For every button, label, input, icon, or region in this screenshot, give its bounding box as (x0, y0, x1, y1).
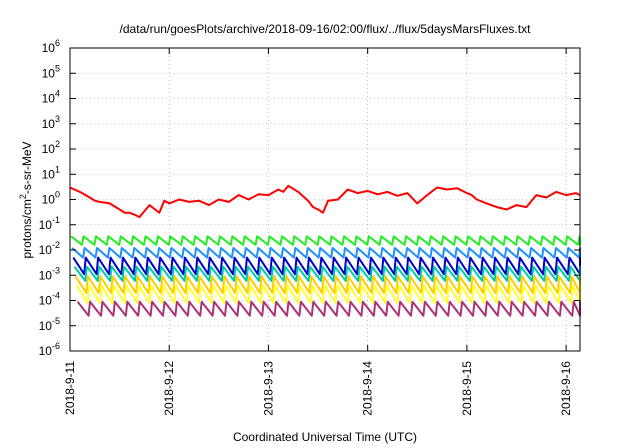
x-tick-label: 2018-9-13 (261, 361, 275, 416)
y-tick-label: 104 (42, 89, 60, 106)
y-tick-label: 103 (42, 114, 60, 131)
y-axis-label-suffix: -s-sr-MeV (20, 141, 34, 194)
y-tick-label: 101 (42, 164, 60, 181)
y-tick-label: 10-2 (39, 240, 60, 257)
y-axis-label: protons/cm2-s-sr-MeV (18, 141, 34, 258)
y-tick-label: 10-5 (39, 316, 60, 333)
series-line-2 (70, 235, 581, 246)
x-tick-label: 2018-9-14 (361, 361, 375, 416)
y-tick-label: 10-6 (39, 341, 60, 358)
x-tick-label: 2018-9-15 (460, 361, 474, 416)
y-axis: 10-6 10-5 10-4 10-3 10-2 10-1 100 101 102 103 104 1… (39, 38, 580, 358)
series-line-6 (74, 275, 581, 294)
y-tick-label: 10-1 (39, 215, 60, 232)
y-tick-label: 10-3 (39, 265, 60, 282)
series-line-4 (72, 256, 581, 276)
y-tick-label: 106 (42, 38, 60, 55)
series-line-1 (69, 184, 581, 219)
y-axis-label-sup: 2 (18, 194, 28, 199)
x-axis-label: Coordinated Universal Time (UTC) (233, 430, 417, 444)
y-tick-label: 105 (42, 63, 60, 80)
chart-title: /data/run/goesPlots/archive/2018-09-16/0… (120, 22, 532, 36)
series-line-8 (76, 300, 581, 317)
x-tick-label: 2018-9-12 (162, 361, 176, 416)
y-tick-label: 100 (42, 190, 60, 207)
y-axis-label-prefix: protons/cm (20, 199, 34, 258)
series-line-5 (73, 265, 581, 282)
x-tick-label: 2018-9-11 (63, 361, 77, 415)
series-line-7 (75, 284, 581, 304)
series-line-3 (71, 247, 581, 259)
x-axis: 2018-9-11 2018-9-12 2018-9-13 2018-9-14 2018… (63, 48, 573, 416)
y-tick-label: 102 (42, 139, 60, 156)
x-tick-label: 2018-9-16 (559, 361, 573, 416)
series-group (69, 184, 581, 317)
y-tick-label: 10-4 (39, 291, 60, 308)
